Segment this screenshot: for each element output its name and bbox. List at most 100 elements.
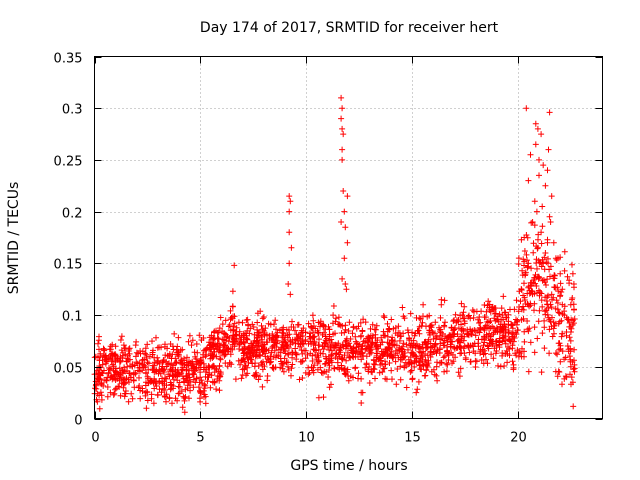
data-point [503,347,510,354]
data-point [521,280,527,287]
data-point [536,172,542,179]
data-point [405,346,411,353]
data-point [346,353,353,360]
data-point [485,345,492,352]
data-point [481,302,488,308]
data-point [528,265,535,272]
axis-ticks [94,56,603,420]
data-point [188,342,195,349]
data-point [208,364,215,371]
data-point [166,351,173,357]
data-point [213,345,220,352]
data-point [326,360,333,366]
data-point [565,348,572,355]
data-point [142,369,149,376]
data-point [437,328,443,335]
data-point [198,337,205,343]
data-point [343,335,350,342]
data-point [352,365,359,372]
y-tick-label: 0.05 [54,362,83,377]
data-point [338,219,345,225]
data-point [411,332,418,339]
data-point [298,330,305,337]
data-point [118,347,125,354]
data-point [244,316,251,323]
data-point [383,376,390,383]
x-axis-label: GPS time / hours [290,458,407,474]
data-point [216,363,223,370]
data-point [460,309,467,316]
data-point [481,324,488,331]
data-point [181,409,188,416]
data-point [557,293,563,300]
data-point [287,341,294,348]
data-point [266,335,273,342]
data-point [530,240,537,247]
data-point [315,319,322,326]
data-point [467,328,474,335]
data-point [360,316,367,323]
data-point [103,377,109,383]
data-point [307,338,314,345]
data-point [341,366,347,373]
data-point [299,350,306,357]
data-point [159,363,166,370]
data-point [232,376,239,383]
data-point [374,337,381,344]
data-point [231,262,238,269]
data-point [216,325,223,332]
data-point [227,327,234,334]
data-point [292,349,299,356]
data-point [545,255,551,262]
data-point [425,357,432,364]
data-point [423,345,430,351]
data-point [167,366,174,373]
data-point [288,324,295,330]
data-point [521,297,528,303]
data-point [510,331,517,338]
data-point [251,331,258,338]
data-point [273,326,279,333]
data-point [245,354,252,361]
data-point [245,359,252,366]
data-point [441,297,448,304]
data-point [434,377,441,384]
data-point [377,355,384,362]
data-point [395,346,402,353]
data-point [373,352,380,359]
data-point [566,334,573,341]
data-point [279,326,286,333]
data-point [97,372,104,379]
data-point [139,385,146,392]
data-point [162,375,168,381]
data-point [531,349,538,356]
data-point [568,325,575,332]
data-point [416,330,423,337]
data-point [423,367,430,374]
data-point [567,301,574,308]
data-point [136,374,142,381]
data-point [487,337,494,344]
data-point [244,355,251,362]
data-point [100,352,107,359]
data-point [569,270,576,277]
data-point [196,332,203,339]
data-point [409,376,416,383]
data-point [533,283,540,289]
data-point [450,318,457,325]
data-point [514,327,521,334]
data-point [246,344,253,351]
data-point [536,307,543,314]
data-point [190,384,197,391]
data-point [545,292,551,299]
data-point [379,369,386,375]
data-point [366,380,373,386]
data-point [345,328,352,334]
data-point [145,360,152,367]
data-point [523,251,530,258]
data-point [322,353,329,360]
data-point [337,349,344,356]
data-point [326,384,333,391]
data-point [196,395,203,402]
data-point [357,319,364,326]
